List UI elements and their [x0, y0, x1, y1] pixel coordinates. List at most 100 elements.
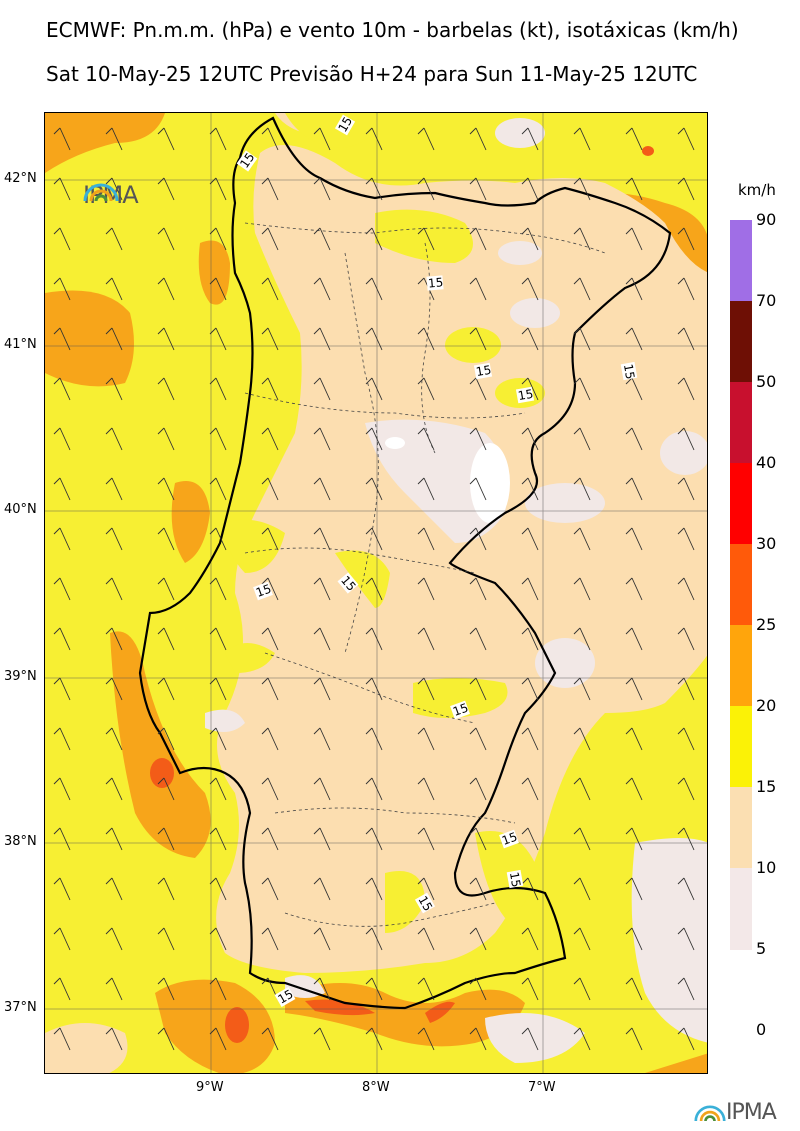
wind-barb: [469, 477, 487, 501]
wind-barb: [365, 1027, 383, 1051]
wind-barb: [313, 427, 331, 451]
color-legend: [730, 220, 752, 950]
wind-barb: [625, 127, 643, 151]
wind-barb: [53, 427, 71, 451]
wind-barb: [313, 727, 331, 751]
footer-ipma-logo-text: IPMA: [726, 1100, 777, 1125]
wind-barb: [573, 727, 591, 751]
wind-barb: [105, 727, 123, 751]
lat-label: 41°N: [4, 337, 37, 352]
isotach-label: 15: [254, 582, 273, 600]
wind-barb: [417, 1027, 435, 1051]
wind-speed-0-5-areas: [385, 437, 510, 523]
wind-barb: [313, 527, 331, 551]
wind-barb: [677, 977, 695, 1001]
wind-barb: [157, 677, 175, 701]
wind-barb: [677, 627, 695, 651]
wind-barb: [573, 827, 591, 851]
isotach-label: 15: [275, 987, 295, 1007]
wind-barb: [365, 577, 383, 601]
wind-barb: [365, 127, 383, 151]
wind-barb: [209, 377, 227, 401]
wind-barb: [157, 627, 175, 651]
footer-ipma-logo-icon: [694, 1105, 726, 1121]
wind-barb: [625, 527, 643, 551]
wind-barb: [209, 577, 227, 601]
wind-barb: [469, 577, 487, 601]
wind-barb: [521, 677, 539, 701]
wind-barb: [677, 177, 695, 201]
wind-barb: [209, 277, 227, 301]
wind-barb: [261, 1027, 279, 1051]
wind-barb: [209, 1027, 227, 1051]
wind-barb: [625, 577, 643, 601]
wind-barb: [53, 127, 71, 151]
lat-label: 37°N: [4, 1000, 37, 1015]
wind-barb: [521, 327, 539, 351]
wind-barb: [521, 927, 539, 951]
wind-barb: [365, 477, 383, 501]
isotach-label: 15: [517, 387, 534, 403]
wind-barb: [417, 427, 435, 451]
wind-barb: [261, 277, 279, 301]
wind-barb: [53, 927, 71, 951]
wind-barb: [313, 327, 331, 351]
wind-barb: [105, 327, 123, 351]
wind-barb: [313, 627, 331, 651]
legend-level: 20: [756, 696, 777, 715]
isotach-label: 15: [500, 830, 519, 848]
wind-barb: [157, 927, 175, 951]
wind-barb: [209, 777, 227, 801]
wind-barb: [313, 677, 331, 701]
wind-barb: [677, 827, 695, 851]
wind-barb: [625, 727, 643, 751]
wind-barb: [365, 177, 383, 201]
wind-barb: [261, 527, 279, 551]
wind-barb: [209, 927, 227, 951]
wind-barb: [625, 377, 643, 401]
wind-barb: [209, 127, 227, 151]
wind-barb: [677, 1027, 695, 1051]
wind-barb: [105, 827, 123, 851]
footer-ipma-logo: IPMA: [694, 1100, 777, 1125]
wind-barb: [625, 827, 643, 851]
wind-barb: [625, 227, 643, 251]
wind-barb: [521, 877, 539, 901]
wind-barb: [573, 227, 591, 251]
wind-barb: [105, 477, 123, 501]
wind-barb: [261, 827, 279, 851]
legend-level: 10: [756, 858, 777, 877]
wind-barb: [625, 627, 643, 651]
wind-barb: [105, 277, 123, 301]
lon-label: 8°W: [362, 1080, 390, 1095]
wind-barb: [677, 577, 695, 601]
wind-barb: [261, 227, 279, 251]
wind-barb: [105, 927, 123, 951]
wind-barb: [417, 177, 435, 201]
wind-barb: [209, 177, 227, 201]
wind-barb: [209, 477, 227, 501]
wind-barb: [365, 227, 383, 251]
wind-barb: [417, 477, 435, 501]
legend-swatch-40-50: [730, 382, 752, 463]
wind-barb: [469, 877, 487, 901]
isotach-label: 15: [335, 114, 355, 134]
legend-swatch-5-10: [730, 868, 752, 950]
wind-barb: [157, 777, 175, 801]
wind-barb: [209, 827, 227, 851]
lat-label: 40°N: [4, 502, 37, 517]
lat-label: 39°N: [4, 669, 37, 684]
wind-barb: [105, 127, 123, 151]
wind-barb: [677, 777, 695, 801]
map-canvas: 15 15 15 15 15 15 15 15 15 15 15 15 15: [45, 113, 707, 1073]
wind-barb: [469, 727, 487, 751]
wind-barb: [313, 227, 331, 251]
wind-barb: [417, 977, 435, 1001]
wind-barb: [469, 777, 487, 801]
wind-barb: [521, 827, 539, 851]
wind-barb: [469, 827, 487, 851]
wind-barb: [365, 727, 383, 751]
forecast-map[interactable]: 15 15 15 15 15 15 15 15 15 15 15 15 15 I…: [44, 112, 708, 1074]
wind-barb: [105, 577, 123, 601]
wind-barb: [313, 877, 331, 901]
